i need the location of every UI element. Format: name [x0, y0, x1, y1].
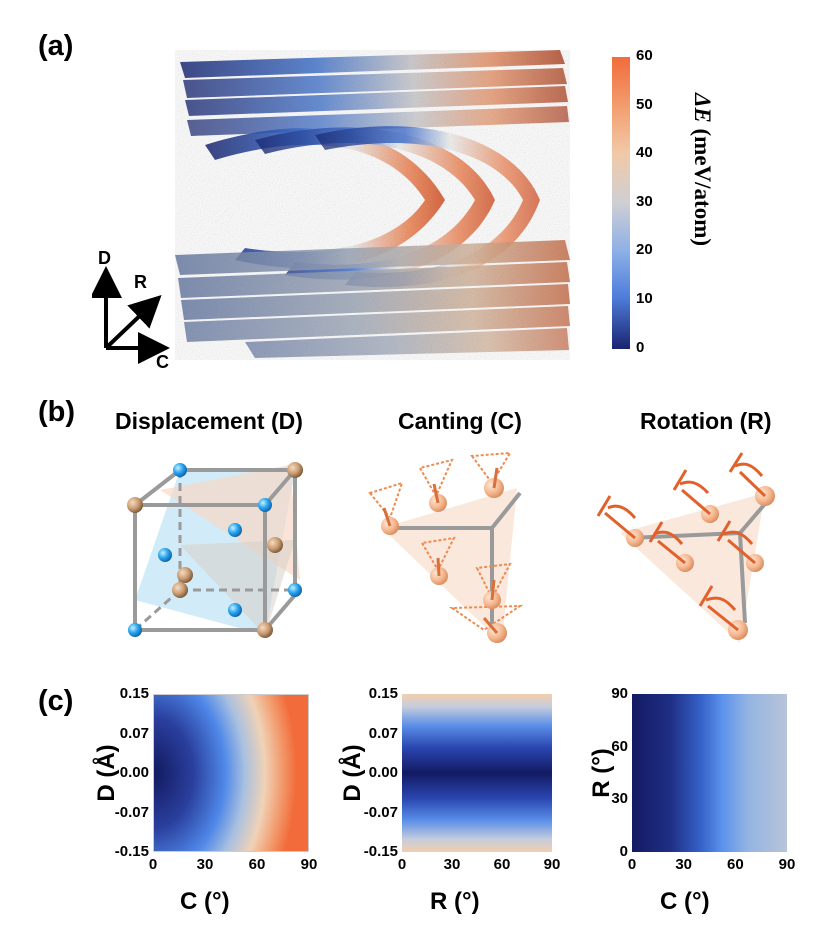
colorbar-tick: 20 — [636, 241, 653, 258]
colorbar-tick: 50 — [636, 96, 653, 113]
triad-c-label: C — [156, 352, 169, 372]
y-tick-label: -0.07 — [363, 803, 398, 821]
y-tick-label: -0.07 — [114, 803, 149, 821]
panel-b-label: (b) — [38, 396, 76, 428]
energy-landscape-3d — [175, 50, 570, 358]
canting-illustration — [368, 451, 524, 643]
y-tick-label: -0.15 — [114, 843, 149, 860]
heatmap-dr — [402, 694, 552, 852]
x-tick-label: 0 — [148, 856, 158, 873]
x-tick-label: 90 — [778, 856, 796, 873]
ylabel-1: D (Å) — [93, 744, 120, 802]
x-tick-label: 30 — [196, 856, 214, 873]
ylabel-3: R (°) — [588, 748, 615, 798]
colorbar-label-symbol: ΔE — [690, 93, 715, 123]
y-tick-label: 0 — [619, 843, 628, 860]
y-tick-label: -0.15 — [363, 843, 398, 860]
triad-r-label: R — [134, 272, 147, 292]
y-tick-label: 0.15 — [368, 685, 398, 702]
axes-triad: D R C — [92, 248, 170, 372]
heatmap-rc — [632, 694, 787, 852]
title-canting: Canting (C) — [398, 408, 522, 434]
title-displacement: Displacement (D) — [115, 408, 303, 434]
rotation-illustration — [596, 452, 775, 643]
y-tick-label: 0.00 — [368, 764, 398, 781]
panel-a-label: (a) — [38, 30, 74, 62]
x-tick-label: 60 — [493, 856, 511, 873]
colorbar-label-unit: (meV/atom) — [690, 122, 715, 247]
y-tick-label: 0.00 — [119, 764, 149, 781]
y-tick-label: 60 — [611, 737, 628, 755]
title-rotation: Rotation (R) — [640, 408, 772, 434]
y-tick-label: 0.07 — [368, 724, 398, 742]
colorbar-label: ΔE (meV/atom) — [690, 93, 715, 313]
x-tick-label: 60 — [248, 856, 266, 873]
displacement-cube-illustration — [127, 462, 303, 638]
colorbar-tick: 30 — [636, 193, 653, 210]
x-tick-label: 90 — [543, 856, 561, 873]
x-tick-label: 0 — [397, 856, 407, 873]
triad-r-arrow — [104, 294, 162, 350]
colorbar-tick: 60 — [636, 47, 653, 64]
x-tick-label: 60 — [726, 856, 744, 873]
x-tick-label: 0 — [627, 856, 637, 873]
panel-c-label: (c) — [38, 685, 74, 717]
heatmap-dc-frame — [153, 694, 309, 852]
y-tick-label: 90 — [611, 685, 628, 702]
colorbar-tick: 10 — [636, 290, 653, 307]
y-tick-label: 0.07 — [119, 724, 149, 742]
heatmap-dc — [153, 694, 309, 852]
xlabel-3: C (°) — [660, 888, 710, 915]
y-tick-label: 30 — [611, 790, 628, 808]
x-tick-label: 30 — [675, 856, 692, 873]
x-tick-label: 90 — [300, 856, 318, 873]
colorbar-tick: 0 — [636, 339, 645, 356]
xlabel-1: C (°) — [180, 888, 230, 915]
xlabel-2: R (°) — [430, 888, 480, 915]
ylabel-2: D (Å) — [339, 744, 366, 802]
colorbar-tick: 40 — [636, 144, 653, 161]
y-tick-label: 0.15 — [119, 685, 149, 702]
colorbar — [612, 57, 630, 349]
x-tick-label: 30 — [443, 856, 461, 873]
triad-d-label: D — [98, 248, 111, 268]
